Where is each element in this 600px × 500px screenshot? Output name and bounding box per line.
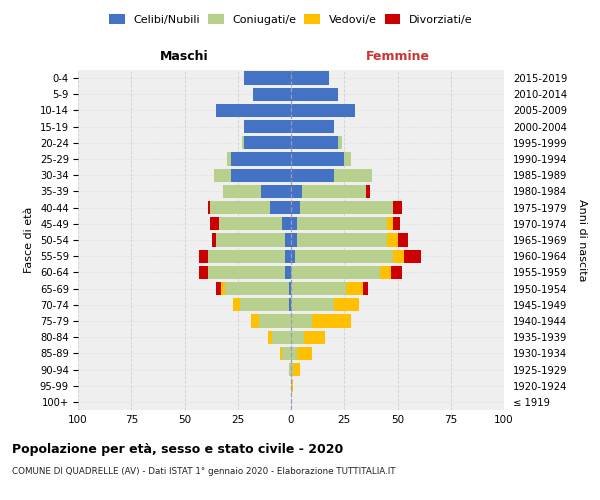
Bar bbox=[344, 152, 350, 166]
Bar bbox=[244, 120, 291, 134]
Bar bbox=[291, 217, 298, 230]
Bar bbox=[199, 266, 208, 279]
Bar bbox=[291, 72, 329, 85]
Bar bbox=[291, 363, 293, 376]
Bar bbox=[251, 314, 259, 328]
Bar bbox=[283, 346, 291, 360]
Bar bbox=[217, 282, 221, 295]
Bar bbox=[210, 217, 218, 230]
Bar bbox=[289, 363, 291, 376]
Bar bbox=[334, 168, 372, 182]
Bar bbox=[346, 282, 364, 295]
Bar bbox=[291, 120, 334, 134]
Bar bbox=[291, 346, 298, 360]
Bar bbox=[227, 152, 232, 166]
Bar bbox=[284, 266, 291, 279]
Bar bbox=[302, 185, 365, 198]
Bar bbox=[291, 152, 344, 166]
Bar bbox=[304, 330, 325, 344]
Bar bbox=[291, 234, 298, 246]
Bar bbox=[299, 201, 393, 214]
Bar bbox=[240, 298, 289, 312]
Bar bbox=[242, 136, 244, 149]
Bar bbox=[291, 136, 338, 149]
Text: Maschi: Maschi bbox=[160, 50, 209, 63]
Bar bbox=[208, 250, 284, 263]
Bar bbox=[259, 314, 291, 328]
Bar bbox=[284, 250, 291, 263]
Bar bbox=[380, 266, 391, 279]
Bar bbox=[387, 234, 398, 246]
Bar bbox=[293, 363, 299, 376]
Legend: Celibi/Nubili, Coniugati/e, Vedovi/e, Divorziati/e: Celibi/Nubili, Coniugati/e, Vedovi/e, Di… bbox=[109, 14, 473, 25]
Bar bbox=[208, 266, 284, 279]
Bar bbox=[404, 250, 421, 263]
Bar bbox=[244, 136, 291, 149]
Bar bbox=[261, 185, 291, 198]
Y-axis label: Anni di nascita: Anni di nascita bbox=[577, 198, 587, 281]
Bar bbox=[283, 217, 291, 230]
Bar bbox=[387, 217, 393, 230]
Bar bbox=[313, 314, 350, 328]
Bar bbox=[291, 282, 346, 295]
Bar bbox=[291, 298, 334, 312]
Text: Femmine: Femmine bbox=[365, 50, 430, 63]
Bar bbox=[393, 250, 404, 263]
Bar bbox=[217, 104, 291, 117]
Bar bbox=[365, 185, 370, 198]
Bar bbox=[391, 266, 402, 279]
Bar bbox=[291, 185, 302, 198]
Bar bbox=[210, 201, 270, 214]
Bar bbox=[291, 266, 380, 279]
Bar bbox=[221, 282, 225, 295]
Bar bbox=[212, 234, 217, 246]
Bar bbox=[232, 168, 291, 182]
Bar bbox=[270, 201, 291, 214]
Bar bbox=[233, 298, 240, 312]
Bar bbox=[289, 298, 291, 312]
Bar bbox=[398, 234, 408, 246]
Bar bbox=[253, 88, 291, 101]
Bar bbox=[225, 282, 289, 295]
Bar bbox=[291, 314, 313, 328]
Bar bbox=[218, 217, 283, 230]
Bar bbox=[334, 298, 359, 312]
Bar bbox=[298, 217, 387, 230]
Y-axis label: Fasce di età: Fasce di età bbox=[24, 207, 34, 273]
Bar bbox=[291, 330, 304, 344]
Bar bbox=[364, 282, 368, 295]
Bar bbox=[223, 185, 261, 198]
Bar bbox=[298, 346, 313, 360]
Bar bbox=[291, 379, 293, 392]
Bar bbox=[217, 234, 284, 246]
Bar bbox=[280, 346, 283, 360]
Bar bbox=[291, 168, 334, 182]
Bar bbox=[199, 250, 208, 263]
Bar bbox=[289, 282, 291, 295]
Bar bbox=[232, 152, 291, 166]
Bar bbox=[208, 201, 210, 214]
Text: Popolazione per età, sesso e stato civile - 2020: Popolazione per età, sesso e stato civil… bbox=[12, 442, 343, 456]
Bar bbox=[291, 250, 295, 263]
Bar bbox=[244, 72, 291, 85]
Bar bbox=[268, 330, 272, 344]
Bar bbox=[284, 234, 291, 246]
Bar bbox=[291, 88, 338, 101]
Bar bbox=[338, 136, 342, 149]
Bar bbox=[272, 330, 291, 344]
Bar bbox=[393, 201, 402, 214]
Bar bbox=[393, 217, 400, 230]
Bar bbox=[214, 168, 232, 182]
Bar bbox=[295, 250, 393, 263]
Bar bbox=[298, 234, 387, 246]
Text: COMUNE DI QUADRELLE (AV) - Dati ISTAT 1° gennaio 2020 - Elaborazione TUTTITALIA.: COMUNE DI QUADRELLE (AV) - Dati ISTAT 1°… bbox=[12, 468, 395, 476]
Bar bbox=[291, 104, 355, 117]
Bar bbox=[291, 201, 299, 214]
